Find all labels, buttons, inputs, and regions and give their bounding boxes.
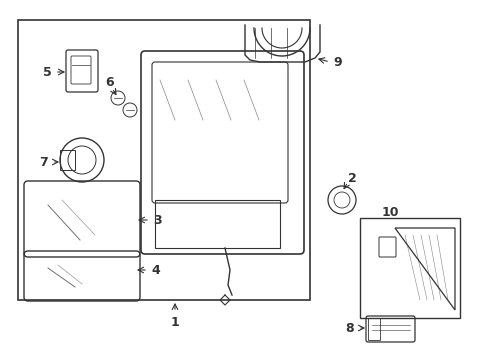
Text: 3: 3 — [153, 213, 162, 226]
Text: 5: 5 — [42, 66, 51, 78]
Bar — [359, 218, 459, 318]
Text: 2: 2 — [347, 171, 356, 185]
Text: 4: 4 — [151, 264, 160, 276]
Bar — [60, 150, 75, 170]
Text: 7: 7 — [40, 156, 48, 168]
Bar — [367, 318, 379, 340]
Text: 6: 6 — [105, 76, 114, 89]
Text: 8: 8 — [345, 321, 354, 334]
Text: 1: 1 — [170, 315, 179, 328]
Text: 9: 9 — [333, 55, 342, 68]
Text: 10: 10 — [381, 206, 398, 219]
